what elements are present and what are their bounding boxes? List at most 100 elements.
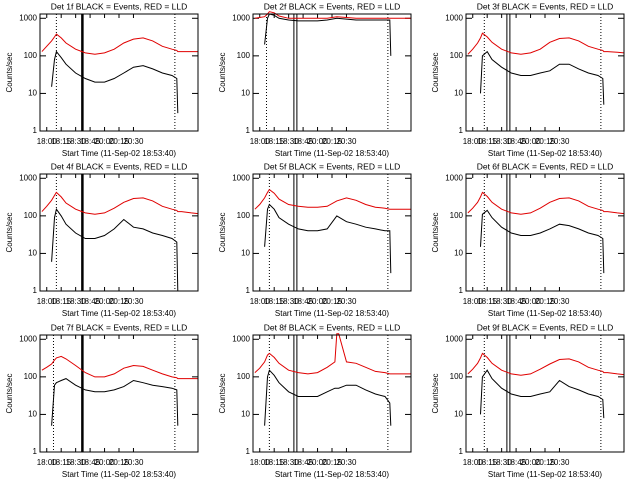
data-line — [254, 11, 411, 19]
x-tick-label: 18:30 — [66, 297, 87, 306]
x-tick-label: 18:45 — [293, 297, 314, 306]
y-tick-label: 1 — [246, 126, 251, 135]
y-tick-label: 1 — [33, 447, 38, 456]
x-tick-label: 20:15 — [109, 137, 130, 146]
x-tick-label: 20:30 — [549, 137, 570, 146]
x-tick-label: 20:30 — [549, 458, 570, 467]
y-tick-label: 10 — [454, 89, 463, 98]
x-tick-label: 18:30 — [492, 297, 513, 306]
y-tick-label: 1000 — [232, 173, 250, 182]
x-tick-label: 20:15 — [109, 458, 130, 467]
x-tick-label: 20:30 — [549, 297, 570, 306]
data-line — [480, 50, 605, 105]
data-line — [467, 191, 625, 215]
y-tick-label: 1000 — [232, 13, 250, 22]
x-tick-label: 20:15 — [322, 137, 343, 146]
x-tick-label: 20:15 — [535, 458, 556, 467]
x-tick-label: 20:00 — [521, 458, 542, 467]
x-tick-label: 18:15 — [477, 297, 498, 306]
x-tick-label: 18:15 — [264, 458, 285, 467]
y-tick-label: 100 — [450, 372, 464, 381]
x-tick-label: 18:30 — [66, 137, 87, 146]
y-tick-label: 1000 — [19, 13, 37, 22]
data-line — [467, 352, 625, 376]
x-tick-label: 18:30 — [279, 137, 300, 146]
data-line — [467, 32, 625, 55]
y-tick-label: 10 — [28, 89, 37, 98]
y-axis-label: Counts/sec — [218, 52, 227, 92]
y-tick-label: 1 — [459, 126, 464, 135]
x-tick-label: 20:30 — [123, 137, 144, 146]
x-tick-label: 18:00 — [463, 137, 484, 146]
x-tick-label: 20:30 — [336, 297, 357, 306]
chart-title: Det 4f BLACK = Events, RED = LLD — [51, 161, 188, 171]
y-tick-label: 1 — [246, 447, 251, 456]
y-tick-label: 100 — [237, 51, 251, 60]
x-tick-label: 18:30 — [279, 297, 300, 306]
plot-frame — [252, 334, 412, 453]
x-tick-label: 20:30 — [123, 297, 144, 306]
x-tick-label: 18:30 — [492, 458, 513, 467]
y-tick-label: 100 — [450, 51, 464, 60]
plot-frame — [39, 13, 199, 132]
y-tick-label: 1000 — [445, 13, 463, 22]
x-axis-label: Start Time (11-Sep-02 18:53:40) — [62, 309, 176, 318]
x-tick-label: 18:45 — [506, 137, 527, 146]
y-tick-label: 100 — [237, 372, 251, 381]
x-tick-label: 18:15 — [264, 137, 285, 146]
x-tick-label: 20:00 — [521, 137, 542, 146]
plot-frame — [252, 13, 412, 132]
y-tick-label: 10 — [454, 410, 463, 419]
chart-title: Det 8f BLACK = Events, RED = LLD — [264, 322, 401, 332]
y-tick-label: 1 — [33, 126, 38, 135]
y-tick-label: 1 — [246, 286, 251, 295]
chart-title: Det 7f BLACK = Events, RED = LLD — [51, 322, 188, 332]
x-axis-label: Start Time (11-Sep-02 18:53:40) — [275, 309, 389, 318]
y-tick-label: 1000 — [19, 173, 37, 182]
chart-title: Det 6f BLACK = Events, RED = LLD — [477, 161, 614, 171]
data-line — [41, 355, 198, 380]
x-axis-label: Start Time (11-Sep-02 18:53:40) — [62, 149, 176, 158]
y-tick-label: 1 — [459, 286, 464, 295]
x-tick-label: 18:00 — [463, 458, 484, 467]
chart-title: Det 5f BLACK = Events, RED = LLD — [264, 161, 401, 171]
data-line — [41, 191, 199, 215]
data-line — [51, 50, 179, 114]
y-tick-label: 1000 — [445, 173, 463, 182]
y-tick-label: 10 — [241, 410, 250, 419]
y-tick-label: 1 — [459, 447, 464, 456]
x-tick-label: 20:00 — [308, 137, 329, 146]
x-tick-label: 20:30 — [123, 458, 144, 467]
y-tick-label: 100 — [450, 211, 464, 220]
x-tick-label: 18:00 — [37, 137, 58, 146]
y-tick-label: 100 — [24, 211, 38, 220]
x-tick-label: 18:15 — [51, 137, 72, 146]
y-tick-label: 10 — [454, 249, 463, 258]
chart-title: Det 2f BLACK = Events, RED = LLD — [264, 1, 401, 11]
data-line — [41, 33, 198, 55]
x-tick-label: 18:45 — [293, 137, 314, 146]
y-tick-label: 1 — [33, 286, 38, 295]
x-tick-label: 20:15 — [535, 297, 556, 306]
x-axis-label: Start Time (11-Sep-02 18:53:40) — [488, 309, 602, 318]
x-axis-label: Start Time (11-Sep-02 18:53:40) — [275, 470, 389, 479]
y-tick-label: 100 — [24, 51, 38, 60]
x-axis-label: Start Time (11-Sep-02 18:53:40) — [62, 470, 176, 479]
x-axis-label: Start Time (11-Sep-02 18:53:40) — [488, 149, 602, 158]
plot-frame — [39, 173, 199, 292]
chart-title: Det 9f BLACK = Events, RED = LLD — [477, 322, 614, 332]
x-tick-label: 18:00 — [250, 297, 271, 306]
x-tick-label: 18:45 — [506, 458, 527, 467]
data-line — [480, 209, 605, 274]
y-tick-label: 10 — [241, 89, 250, 98]
x-tick-label: 18:15 — [477, 458, 498, 467]
x-tick-label: 20:15 — [109, 297, 130, 306]
y-tick-label: 1000 — [232, 334, 250, 343]
x-tick-label: 18:00 — [37, 458, 58, 467]
x-tick-label: 18:00 — [463, 297, 484, 306]
x-tick-label: 18:00 — [250, 458, 271, 467]
plot-frame — [252, 173, 412, 292]
x-tick-label: 18:30 — [66, 458, 87, 467]
plot-frame — [465, 173, 625, 292]
y-axis-label: Counts/sec — [218, 373, 227, 413]
